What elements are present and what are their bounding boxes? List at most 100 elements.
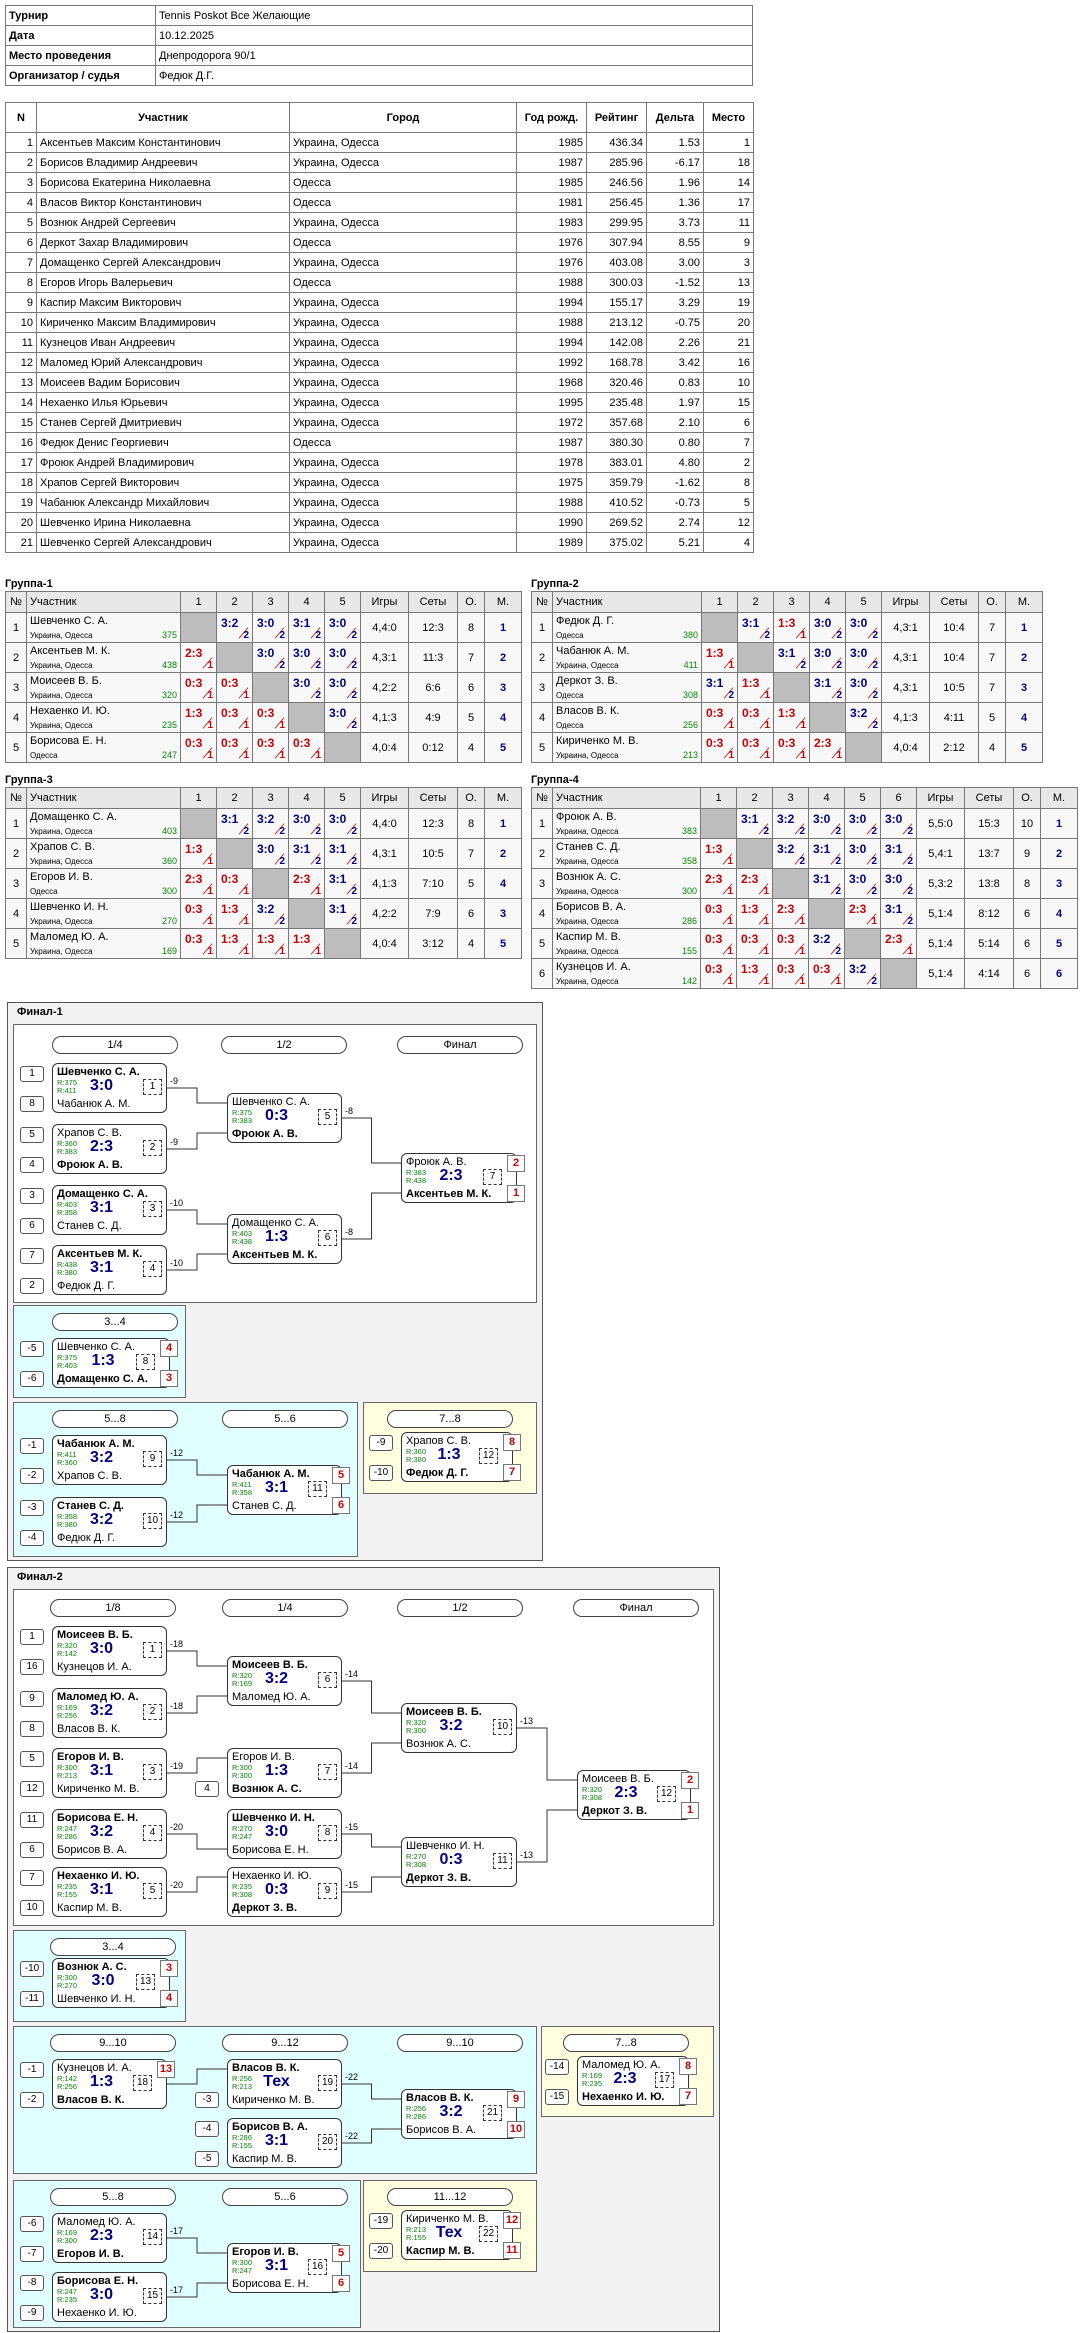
player-name: Егоров И. В. bbox=[232, 1751, 295, 1763]
match-number: 7 bbox=[483, 1169, 502, 1185]
cell: 0.83 bbox=[646, 372, 704, 393]
result-cell: 3:1 2 bbox=[737, 612, 774, 643]
result-score: 3:0 bbox=[849, 842, 867, 856]
result-cell: 0:3 1 bbox=[701, 732, 738, 763]
player-rating: R:286 bbox=[57, 1832, 78, 1841]
points: 4 bbox=[978, 732, 1006, 763]
sets: 10:4 bbox=[929, 642, 979, 673]
player-name: Борисов В. А. bbox=[556, 901, 627, 913]
result-score: 1:3 bbox=[221, 902, 239, 916]
cell: Фроюк Андрей Владимирович bbox=[36, 452, 290, 473]
result-cell: 3:0 2 bbox=[252, 612, 289, 643]
column-header: Сеты bbox=[408, 591, 458, 613]
result-cell: 3:0 2 bbox=[288, 642, 325, 673]
result-score: 2:3 bbox=[814, 736, 832, 750]
result-points: 2 bbox=[351, 886, 357, 897]
match-score: 3:1 bbox=[89, 1199, 114, 1216]
self-cell bbox=[252, 672, 289, 703]
self-cell bbox=[845, 732, 882, 763]
match-number: 3 bbox=[143, 1764, 162, 1780]
result-score: 3:2 bbox=[777, 842, 795, 856]
player-rating: R:235 bbox=[582, 2079, 603, 2088]
column-header: 5 bbox=[324, 787, 361, 809]
header-row: № Участник 1 2 3 4 5 6 Игры Сеты О. М. bbox=[531, 787, 1078, 809]
result-cell: 0:3 1 bbox=[216, 702, 253, 733]
column-header: 4 bbox=[809, 591, 846, 613]
player-rating: R:270 bbox=[232, 1824, 253, 1833]
cell: Борисова Екатерина Николаевна bbox=[36, 172, 290, 193]
cell: 8 bbox=[5, 272, 37, 293]
seed: 2 bbox=[20, 1278, 44, 1294]
result-points: 2 bbox=[872, 660, 878, 671]
result-score: 3:0 bbox=[257, 616, 275, 630]
self-cell bbox=[772, 868, 809, 899]
seed: 1 bbox=[20, 1629, 44, 1645]
player-rating: R:320 bbox=[582, 1785, 603, 1794]
self-cell bbox=[288, 898, 325, 929]
result-points: 2 bbox=[279, 660, 285, 671]
match-number: 18 bbox=[133, 2075, 152, 2091]
result-points: 1 bbox=[800, 750, 806, 761]
result-score: 3:0 bbox=[814, 616, 832, 630]
column-header: Год рожд. bbox=[516, 102, 587, 133]
row-number: 5 bbox=[5, 928, 27, 959]
result-cell: 3:0 2 bbox=[844, 808, 881, 839]
match-score: 1:3 bbox=[89, 2073, 114, 2090]
cell: Украина, Одесса bbox=[289, 312, 517, 333]
row-number: 1 bbox=[5, 612, 27, 643]
player-rating: R:375 bbox=[57, 1353, 78, 1362]
player-city: Украина, Одесса bbox=[30, 947, 93, 956]
player-city: Одесса bbox=[556, 721, 584, 730]
column-header: М. bbox=[1040, 787, 1078, 809]
result-score: 3:1 bbox=[221, 812, 239, 826]
games: 4,2:2 bbox=[360, 898, 409, 929]
cell: 213.12 bbox=[586, 312, 647, 333]
info-value: Днепродорога 90/1 bbox=[155, 45, 753, 66]
result-cell: 3:0 2 bbox=[844, 868, 881, 899]
player-name: Аксентьев М. К. bbox=[406, 1188, 492, 1200]
player-name: Деркот З. В. bbox=[232, 1902, 298, 1914]
points: 4 bbox=[457, 732, 485, 763]
result-points: 1 bbox=[279, 750, 285, 761]
result-points: 2 bbox=[279, 826, 285, 837]
cell: Украина, Одесса bbox=[289, 212, 517, 233]
seed: 12 bbox=[20, 1781, 44, 1797]
cell: 6 bbox=[703, 412, 754, 433]
result-score: 3:2 bbox=[221, 616, 239, 630]
player-name: Вознюк А. С. bbox=[556, 871, 622, 883]
player-name: Борисов В. А. bbox=[406, 2124, 477, 2136]
match: Борисова Е. Н. R:247 R:235 Нехаенко И. Ю. 3:… bbox=[52, 2272, 167, 2322]
player-name: Храпов С. В. bbox=[57, 1470, 122, 1482]
column-header: 4 bbox=[288, 787, 325, 809]
cell: 19 bbox=[5, 492, 37, 513]
games: 5,3:2 bbox=[916, 868, 965, 899]
result-score: 3:0 bbox=[850, 616, 868, 630]
seed: -8 bbox=[20, 2275, 44, 2291]
next-match: -17 bbox=[170, 2285, 184, 2295]
place: 12 bbox=[503, 2212, 521, 2229]
cell: Украина, Одесса bbox=[289, 332, 517, 353]
player-name: Храпов С. В. bbox=[30, 841, 95, 853]
round-header: 1/8 bbox=[50, 1599, 176, 1617]
player-name: Федюк Д. Г. bbox=[57, 1532, 116, 1544]
self-cell bbox=[736, 838, 773, 869]
player: Власов В. К. Одесса 256 bbox=[552, 702, 702, 733]
result-score: 0:3 bbox=[741, 932, 759, 946]
result-score: 0:3 bbox=[221, 872, 239, 886]
place: 8 bbox=[679, 2058, 697, 2075]
match-score: 0:3 bbox=[264, 1881, 289, 1898]
player-rating: R:383 bbox=[57, 1147, 78, 1156]
match-number: 4 bbox=[143, 1825, 162, 1841]
result-points: 2 bbox=[835, 886, 841, 897]
player-name: Кузнецов И. А. bbox=[57, 1661, 132, 1673]
player-name: Маломед Ю. А. bbox=[30, 931, 109, 943]
round-header: 11...12 bbox=[387, 2188, 513, 2206]
participant-row: 1 Аксентьев Максим Константинович Украина,… bbox=[5, 132, 754, 153]
cell: 3 bbox=[5, 172, 37, 193]
cell: Украина, Одесса bbox=[289, 252, 517, 273]
cell: 1975 bbox=[516, 472, 587, 493]
cell: 21 bbox=[703, 332, 754, 353]
result-cell: 3:1 2 bbox=[809, 672, 846, 703]
games: 5,1:4 bbox=[916, 928, 965, 959]
column-header: 6 bbox=[880, 787, 917, 809]
